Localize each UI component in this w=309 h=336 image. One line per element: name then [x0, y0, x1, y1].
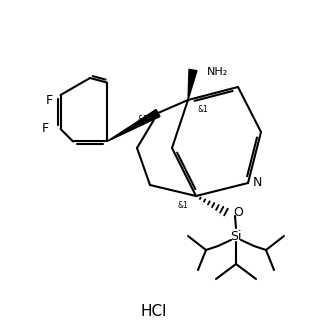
- Text: F: F: [41, 123, 49, 135]
- Text: Si: Si: [230, 229, 242, 243]
- Text: NH₂: NH₂: [207, 67, 228, 77]
- Polygon shape: [107, 110, 160, 141]
- Text: &1: &1: [137, 116, 148, 125]
- Text: &1: &1: [198, 106, 209, 115]
- Text: O: O: [233, 207, 243, 219]
- Text: HCl: HCl: [141, 304, 167, 320]
- Text: &1: &1: [177, 201, 188, 210]
- Polygon shape: [188, 69, 197, 100]
- Text: N: N: [252, 175, 262, 188]
- Text: F: F: [45, 93, 53, 107]
